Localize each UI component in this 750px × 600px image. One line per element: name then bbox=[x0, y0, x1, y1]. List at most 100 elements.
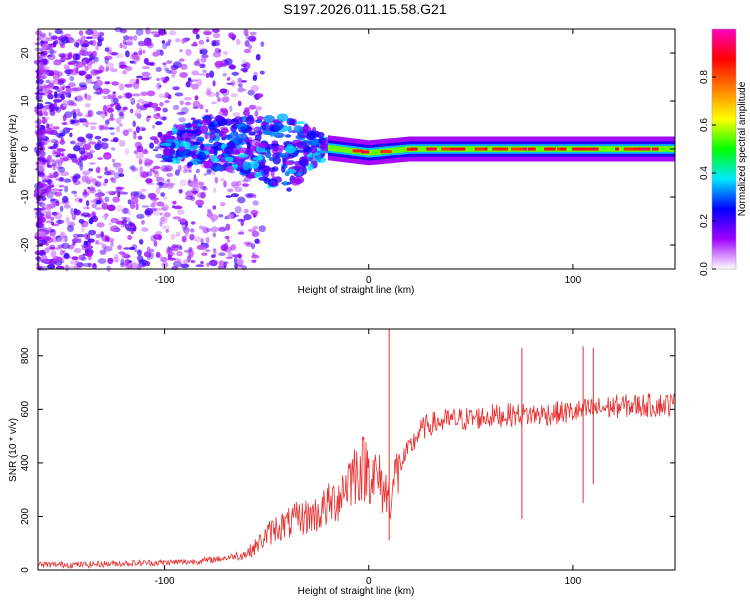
speckle-cell bbox=[104, 217, 108, 220]
band-blob bbox=[297, 171, 302, 176]
band-blob bbox=[225, 165, 234, 173]
speckle-cell bbox=[150, 31, 159, 34]
speckle-cell bbox=[182, 169, 188, 174]
speckle-cell bbox=[141, 227, 149, 233]
speckle-cell bbox=[123, 207, 128, 214]
band-blob bbox=[271, 143, 280, 147]
speckle-cell bbox=[245, 33, 249, 40]
band-blob bbox=[192, 141, 201, 145]
speckle-cell bbox=[70, 140, 76, 145]
speckle-cell bbox=[225, 256, 233, 260]
speckle-cell bbox=[95, 167, 101, 173]
speckle-cell bbox=[81, 175, 89, 183]
speckle-cell bbox=[129, 60, 135, 64]
speckle-cell bbox=[34, 47, 43, 52]
speckle-cell bbox=[164, 67, 170, 72]
speckle-cell bbox=[45, 210, 52, 216]
band-blob bbox=[263, 114, 275, 124]
speckle-cell bbox=[252, 75, 258, 81]
speckle-cell bbox=[49, 129, 58, 136]
speckle-cell bbox=[105, 62, 114, 70]
speckle-cell bbox=[112, 196, 120, 203]
speckle-cell bbox=[89, 186, 96, 192]
speckle-cell bbox=[155, 251, 161, 258]
speckle-cell bbox=[231, 182, 239, 188]
speckle-cell bbox=[58, 53, 67, 58]
band-blob bbox=[215, 132, 220, 140]
spectrogram-x-label: Height of straight line (km) bbox=[298, 285, 415, 296]
speckle-cell bbox=[199, 104, 204, 110]
x-tick-label: -100 bbox=[155, 576, 175, 587]
speckle-cell bbox=[187, 249, 195, 257]
speckle-cell bbox=[218, 252, 226, 257]
speckle-cell bbox=[122, 92, 130, 99]
speckle-cell bbox=[89, 149, 95, 153]
y-tick-label: 0 bbox=[20, 146, 31, 152]
speckle-cell bbox=[38, 141, 43, 147]
speckle-cell bbox=[199, 63, 206, 69]
speckle-cell bbox=[67, 53, 73, 60]
speckle-cell bbox=[37, 230, 47, 237]
speckle-cell bbox=[140, 171, 149, 179]
speckle-cell bbox=[69, 39, 76, 44]
speckle-cell bbox=[62, 250, 66, 254]
speckle-cell bbox=[122, 39, 126, 45]
speckle-cell bbox=[112, 91, 116, 95]
speckle-cell bbox=[128, 35, 133, 41]
speckle-cell bbox=[252, 200, 259, 206]
speckle-cell bbox=[39, 72, 47, 79]
band-peak bbox=[441, 147, 447, 151]
speckle-cell bbox=[190, 259, 196, 264]
speckle-cell bbox=[113, 172, 121, 179]
band-blob bbox=[249, 160, 260, 169]
colorbar-tick-label: 0.0 bbox=[699, 262, 710, 276]
speckle-cell bbox=[60, 95, 64, 100]
speckle-cell bbox=[119, 28, 127, 34]
speckle-cell bbox=[101, 138, 109, 142]
speckle-cell bbox=[132, 35, 138, 41]
speckle-cell bbox=[125, 92, 133, 99]
speckle-cell bbox=[40, 188, 47, 195]
speckle-cell bbox=[164, 165, 174, 172]
speckle-cell bbox=[117, 191, 121, 198]
speckle-cell bbox=[100, 113, 107, 118]
speckle-cell bbox=[243, 208, 249, 214]
speckle-cell bbox=[214, 47, 220, 53]
speckle-cell bbox=[84, 65, 89, 72]
speckle-cell bbox=[179, 100, 184, 106]
speckle-cell bbox=[117, 244, 123, 250]
speckle-cell bbox=[223, 180, 227, 188]
colorbar-tick-label: 0.4 bbox=[699, 166, 710, 180]
speckle-cell bbox=[135, 78, 140, 85]
band-blob bbox=[203, 160, 210, 169]
speckle-cell bbox=[133, 191, 143, 198]
snr-x-label: Height of straight line (km) bbox=[298, 586, 415, 597]
band-blob bbox=[210, 146, 219, 150]
speckle-cell bbox=[50, 35, 58, 40]
speckle-cell bbox=[196, 78, 203, 87]
speckle-cell bbox=[38, 110, 43, 115]
speckle-cell bbox=[103, 171, 112, 176]
speckle-cell bbox=[34, 231, 44, 237]
speckle-cell bbox=[175, 38, 181, 43]
speckle-cell bbox=[133, 55, 140, 61]
speckle-cell bbox=[114, 165, 122, 170]
speckle-cell bbox=[150, 197, 159, 201]
speckle-cell bbox=[105, 119, 110, 125]
speckle-cell bbox=[142, 49, 146, 54]
band-peak bbox=[639, 147, 651, 151]
speckle-cell bbox=[198, 39, 205, 45]
speckle-cell bbox=[178, 112, 187, 115]
speckle-cell bbox=[209, 259, 218, 267]
speckle-cell bbox=[162, 196, 168, 200]
speckle-cell bbox=[124, 65, 133, 72]
speckle-cell bbox=[136, 213, 145, 220]
x-tick-label: 100 bbox=[565, 576, 582, 587]
speckle-cell bbox=[180, 263, 190, 269]
speckle-cell bbox=[227, 213, 234, 219]
speckle-cell bbox=[222, 51, 228, 55]
speckle-cell bbox=[259, 70, 265, 75]
speckle-cell bbox=[47, 93, 54, 100]
speckle-cell bbox=[58, 188, 63, 192]
